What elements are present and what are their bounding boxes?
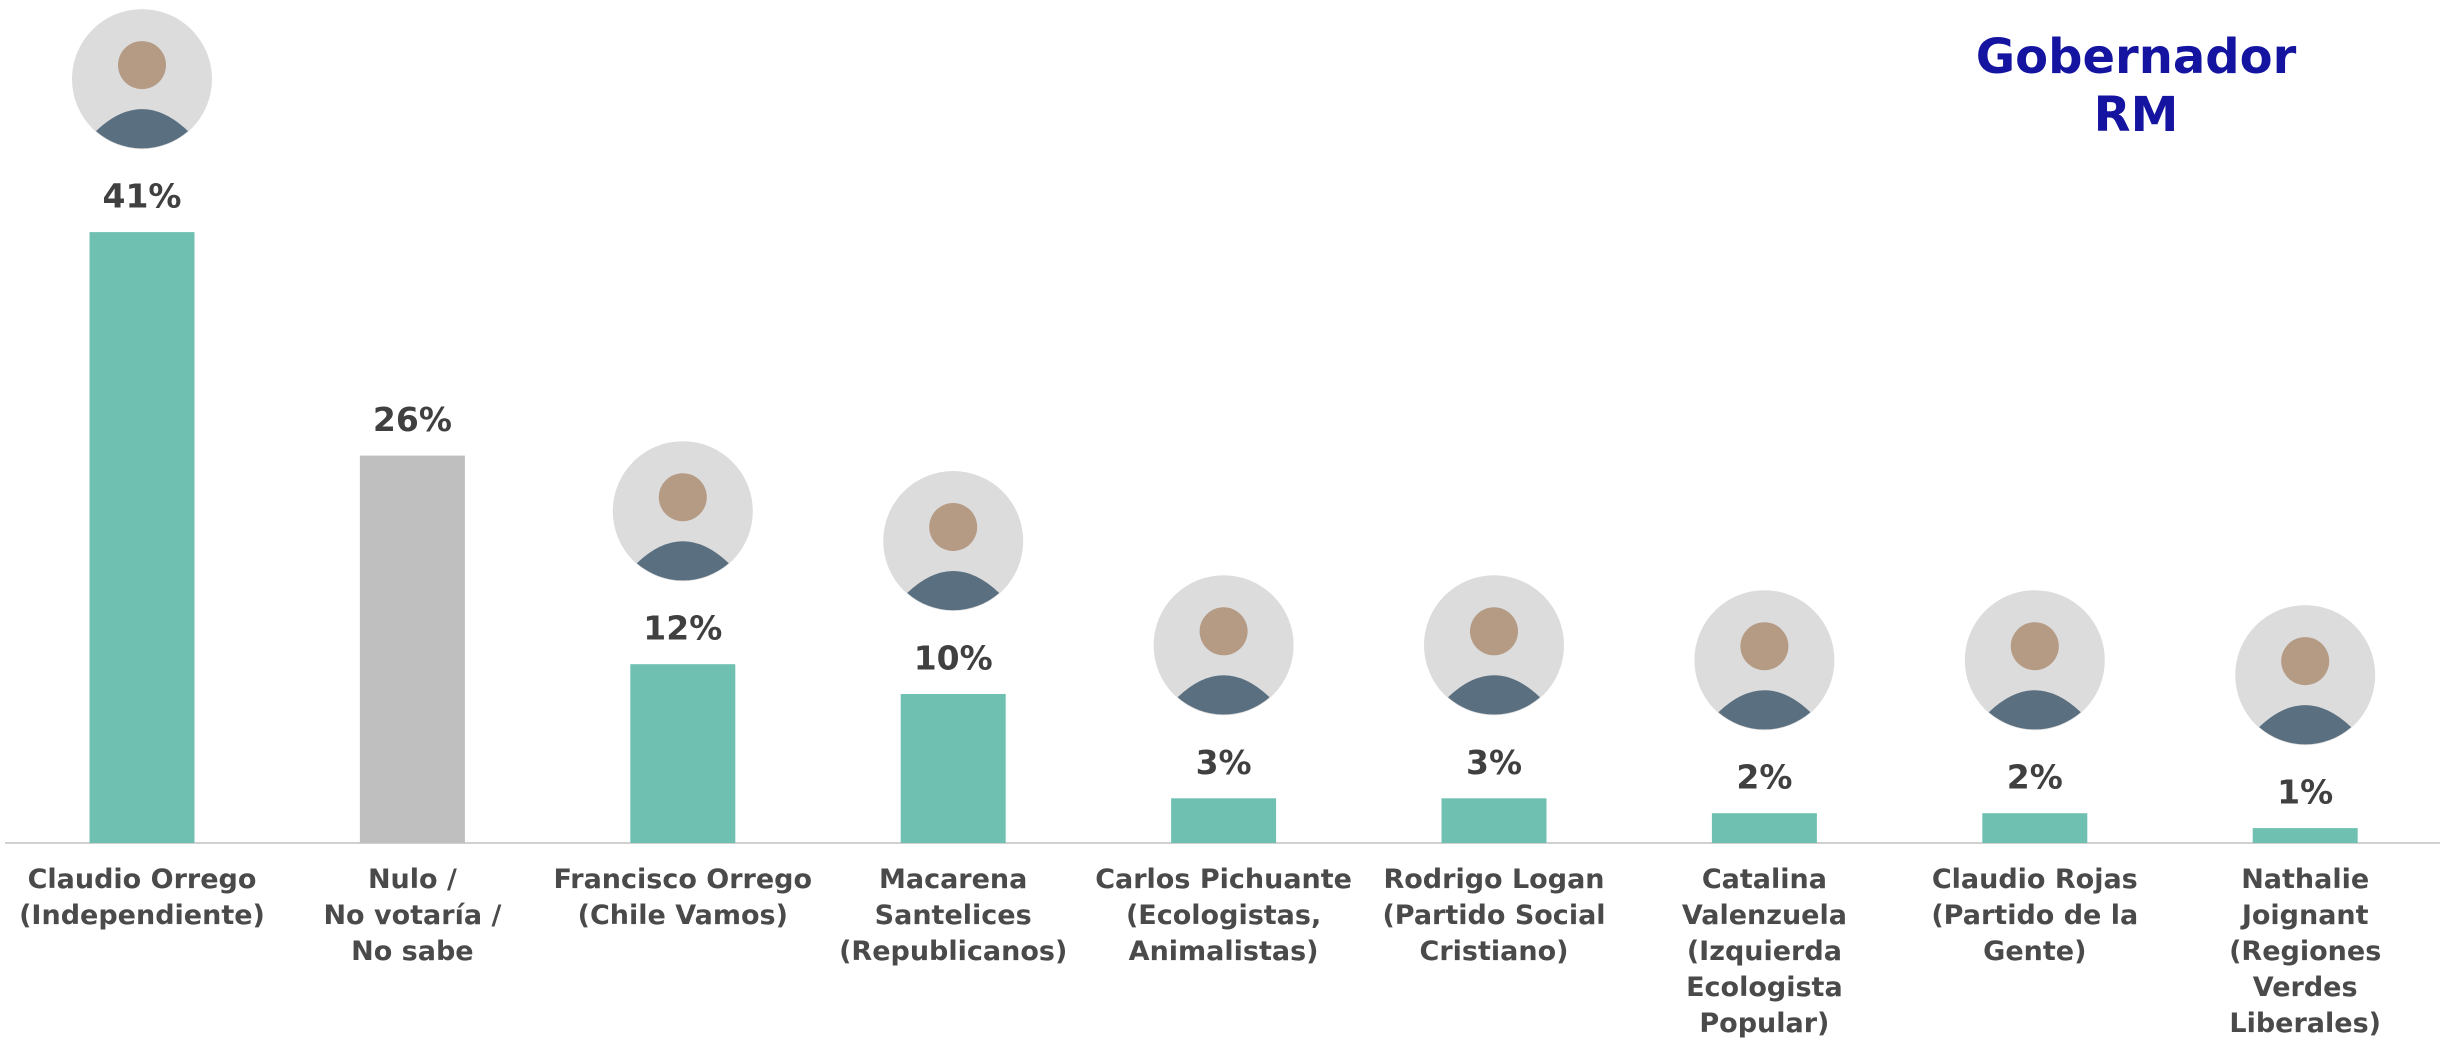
- x-tick-label: Nathalie Joignant (Regiones Verdes Liber…: [2229, 864, 2382, 1039]
- photo-body: [2259, 705, 2352, 745]
- photo-head: [1740, 622, 1789, 671]
- value-label: 12%: [643, 609, 722, 648]
- x-tick-label: Claudio Orrego (Independiente): [19, 864, 265, 931]
- photo-body: [96, 109, 188, 149]
- photo-body: [1448, 675, 1540, 715]
- x-tick-label: Rodrigo Logan (Partido Social Cristiano): [1382, 864, 1606, 967]
- value-label: 2%: [2007, 758, 2063, 797]
- bar: [630, 664, 736, 843]
- photo-head: [2010, 622, 2059, 671]
- photo-body: [1718, 690, 1811, 730]
- bar: [89, 232, 195, 844]
- x-tick-label: Francisco Orrego (Chile Vamos): [553, 864, 813, 931]
- photo-head: [929, 503, 978, 551]
- value-label: 41%: [103, 177, 182, 216]
- x-tick-label: Carlos Pichuante (Ecologistas, Animalist…: [1095, 864, 1352, 967]
- value-label: 10%: [914, 639, 993, 678]
- bar: [1441, 798, 1547, 843]
- value-label: 26%: [373, 400, 452, 439]
- photo-head: [1470, 607, 1518, 656]
- bar: [2252, 828, 2358, 843]
- photo-head: [118, 41, 166, 90]
- bar: [900, 694, 1006, 843]
- bar: [1711, 813, 1817, 843]
- photo-head: [658, 473, 707, 522]
- x-tick-label: Nulo / No votaría / No sabe: [323, 864, 502, 967]
- chart-title: Gobernador RM: [1975, 29, 2297, 143]
- photo-body: [636, 541, 729, 581]
- photo-body: [1177, 675, 1270, 715]
- value-label: 3%: [1196, 743, 1252, 782]
- photo-head: [1199, 607, 1248, 656]
- photo-head: [2281, 637, 2330, 686]
- value-label: 1%: [2277, 773, 2333, 812]
- photo-body: [1988, 690, 2081, 730]
- x-tick-label: Catalina Valenzuela (Izquierda Ecologist…: [1681, 864, 1847, 1039]
- bar: [1171, 798, 1277, 843]
- x-tick-label: Macarena Santelices (Republicanos): [839, 864, 1068, 967]
- bar: [1982, 813, 2088, 843]
- x-tick-label: Claudio Rojas (Partido de la Gente): [1931, 864, 2139, 967]
- value-label: 3%: [1466, 743, 1522, 782]
- value-label: 2%: [1736, 758, 1792, 797]
- bar: [359, 455, 465, 843]
- photo-body: [907, 571, 1000, 611]
